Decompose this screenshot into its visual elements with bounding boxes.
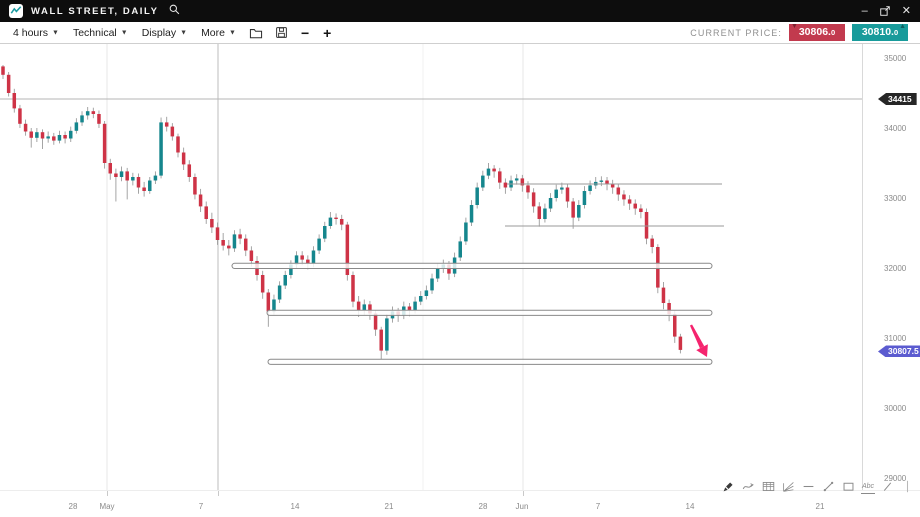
more-dropdown[interactable]: More ▼ bbox=[201, 26, 236, 39]
price-axis-label: 35000 bbox=[884, 54, 907, 63]
search-icon[interactable] bbox=[169, 2, 180, 20]
save-icon[interactable] bbox=[269, 22, 294, 43]
time-axis-label: 21 bbox=[815, 502, 825, 511]
chart-toolbar: 4 hours ▼ Technical ▼ Display ▼ More ▼ −… bbox=[0, 22, 920, 44]
chevron-down-icon: ▼ bbox=[120, 29, 128, 37]
trendline-tool[interactable] bbox=[821, 479, 836, 494]
time-axis-label: 28 bbox=[478, 502, 488, 511]
curve-tool[interactable] bbox=[741, 479, 756, 494]
window-title: WALL STREET, DAILY bbox=[31, 5, 159, 17]
time-axis-label: 14 bbox=[290, 502, 300, 511]
fan-lines-tool[interactable] bbox=[781, 479, 796, 494]
chevron-down-icon: ▼ bbox=[180, 29, 188, 37]
technical-dropdown[interactable]: Technical ▼ bbox=[72, 26, 128, 39]
price-chart[interactable] bbox=[0, 44, 862, 490]
timeframe-dropdown[interactable]: 4 hours ▼ bbox=[13, 26, 59, 39]
price-marker-badge: 30807.5 bbox=[878, 345, 920, 358]
zoom-out-button[interactable]: − bbox=[300, 24, 310, 41]
chevron-down-icon: ▼ bbox=[52, 29, 59, 37]
price-down-arrow-icon: ▼ bbox=[791, 23, 798, 30]
title-bar: WALL STREET, DAILY – ✕ bbox=[0, 0, 920, 22]
price-axis-label: 31000 bbox=[884, 334, 907, 343]
time-axis-label: 28 bbox=[68, 502, 78, 511]
time-axis-label: 7 bbox=[198, 502, 204, 511]
minimize-button[interactable]: – bbox=[861, 4, 868, 17]
rectangle-tool[interactable] bbox=[841, 479, 856, 494]
open-folder-icon[interactable] bbox=[243, 22, 269, 43]
close-button[interactable]: ✕ bbox=[901, 4, 911, 17]
current-price-group: CURRENT PRICE: ▼ 30806. 0 ▲ 30810. 0 bbox=[690, 23, 914, 41]
app-logo-icon bbox=[9, 4, 23, 18]
diagonal-line-tool[interactable] bbox=[880, 479, 895, 494]
zoom-in-button[interactable]: + bbox=[323, 24, 332, 41]
buy-price-button[interactable]: ▲ 30810. 0 bbox=[852, 23, 908, 41]
price-marker-badge: 34415 bbox=[878, 92, 917, 105]
text-tool[interactable]: Abc bbox=[861, 479, 876, 494]
price-axis-label: 29000 bbox=[884, 474, 907, 483]
time-axis-tick bbox=[107, 491, 108, 496]
price-up-arrow-icon: ▲ bbox=[899, 23, 906, 30]
time-axis-label: 14 bbox=[685, 502, 695, 511]
popout-button[interactable] bbox=[879, 5, 891, 17]
time-axis-label: May bbox=[99, 502, 115, 511]
price-axis-label: 34000 bbox=[884, 124, 907, 133]
time-axis-label: 21 bbox=[384, 502, 394, 511]
time-axis-tick bbox=[218, 491, 219, 496]
horizontal-line-tool[interactable] bbox=[801, 479, 816, 494]
price-axis-label: 33000 bbox=[884, 194, 907, 203]
chart-region: 35000 34000 33000 32000 31000 30000 29000 34415… bbox=[0, 44, 920, 517]
price-axis[interactable]: 35000 34000 33000 32000 31000 30000 29000 34415… bbox=[862, 44, 920, 490]
current-price-label: CURRENT PRICE: bbox=[690, 27, 782, 38]
window-controls: – ✕ bbox=[862, 5, 911, 17]
time-axis-tick bbox=[523, 491, 524, 496]
price-axis-label: 32000 bbox=[884, 264, 907, 273]
divider bbox=[900, 479, 915, 494]
pen-tool[interactable] bbox=[721, 479, 736, 494]
time-axis[interactable]: 28 May 7 14 21 28 Jun 7 14 21 bbox=[0, 490, 920, 517]
display-dropdown[interactable]: Display ▼ bbox=[141, 26, 188, 39]
time-axis-label: 7 bbox=[595, 502, 601, 511]
chevron-down-icon: ▼ bbox=[229, 29, 236, 37]
sell-price-button[interactable]: ▼ 30806. 0 bbox=[789, 23, 845, 41]
grid-tool[interactable] bbox=[761, 479, 776, 494]
time-axis-label: Jun bbox=[515, 502, 529, 511]
drawing-toolbar: Abc bbox=[721, 479, 920, 494]
price-axis-label: 30000 bbox=[884, 404, 907, 413]
